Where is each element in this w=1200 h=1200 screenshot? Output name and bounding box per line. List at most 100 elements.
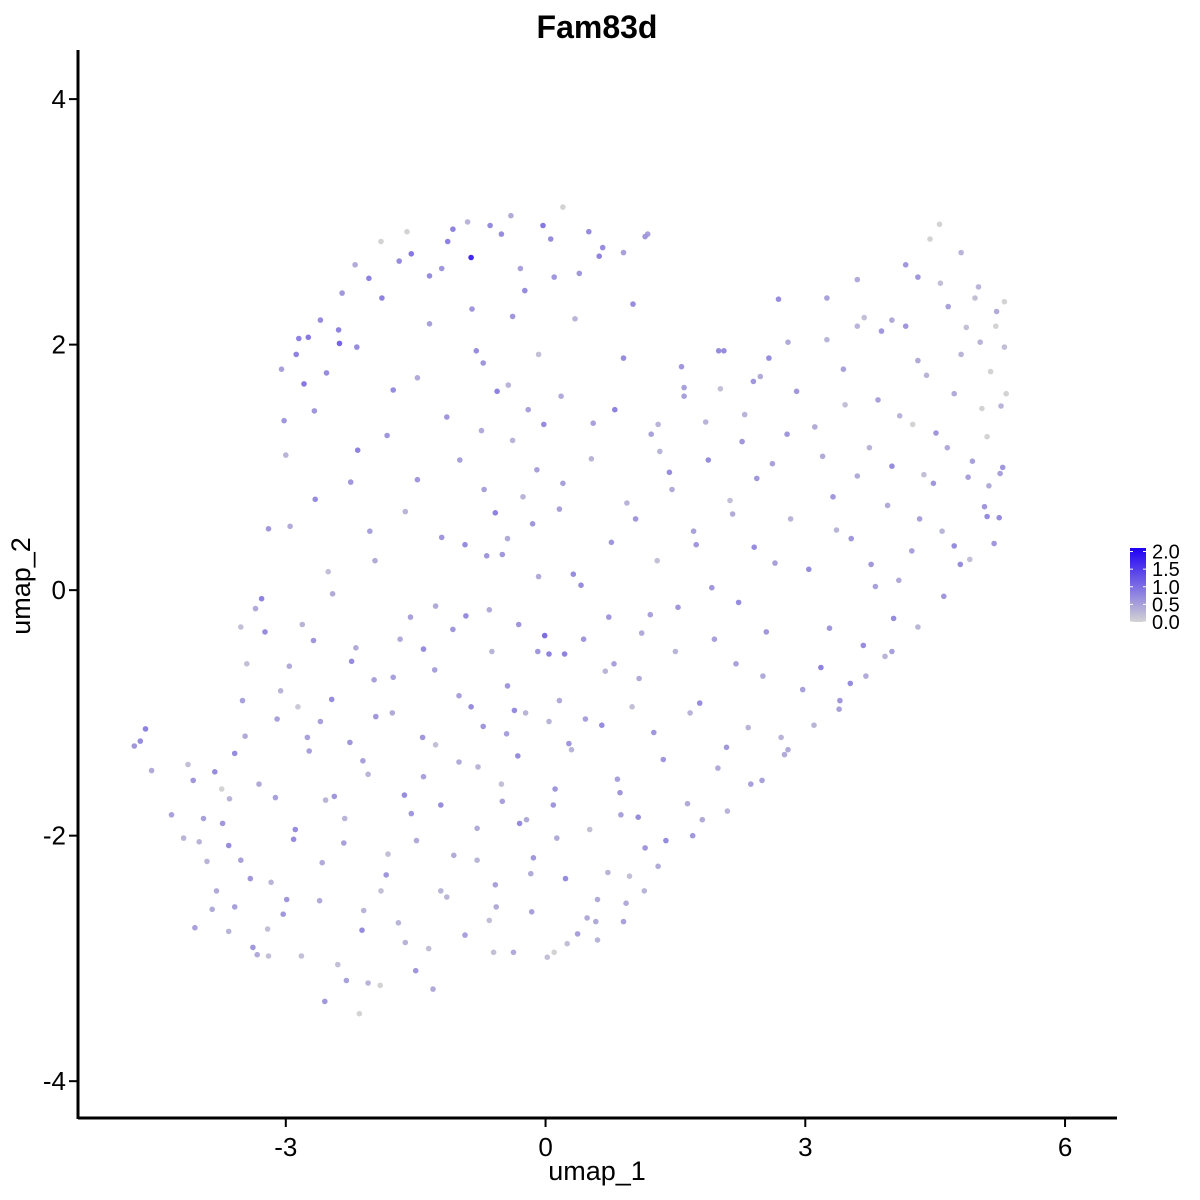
data-point bbox=[663, 837, 669, 844]
data-point bbox=[425, 945, 432, 952]
data-point bbox=[884, 502, 891, 509]
data-point bbox=[414, 476, 421, 483]
data-point bbox=[648, 431, 654, 438]
data-point bbox=[317, 317, 324, 323]
data-point bbox=[1003, 390, 1009, 397]
data-point bbox=[226, 796, 233, 802]
data-point bbox=[951, 390, 957, 397]
data-point bbox=[218, 786, 225, 792]
colorbar-label: 0.5 bbox=[1152, 594, 1180, 616]
data-point bbox=[584, 915, 590, 921]
data-point bbox=[594, 896, 601, 903]
data-point bbox=[438, 802, 444, 808]
data-point bbox=[305, 334, 312, 341]
data-point bbox=[456, 759, 462, 765]
data-point bbox=[480, 360, 487, 366]
data-point bbox=[705, 457, 712, 463]
data-point bbox=[462, 541, 468, 548]
data-point bbox=[444, 894, 450, 900]
data-point bbox=[890, 615, 897, 622]
data-point bbox=[546, 651, 552, 657]
data-point bbox=[690, 528, 697, 534]
data-point bbox=[499, 798, 506, 805]
data-point bbox=[711, 636, 718, 642]
data-point bbox=[515, 621, 522, 628]
data-point bbox=[265, 953, 272, 959]
data-point bbox=[556, 506, 563, 512]
data-point bbox=[561, 651, 568, 657]
data-point bbox=[367, 528, 373, 534]
data-point bbox=[902, 323, 909, 330]
data-point bbox=[212, 769, 218, 775]
data-point bbox=[244, 661, 250, 667]
data-point bbox=[657, 448, 663, 455]
data-point bbox=[298, 953, 305, 959]
data-point bbox=[689, 832, 696, 839]
data-point bbox=[286, 663, 293, 669]
data-point bbox=[793, 388, 800, 395]
data-point bbox=[390, 674, 397, 681]
data-point bbox=[312, 496, 319, 503]
data-point bbox=[709, 584, 715, 591]
data-point bbox=[751, 544, 757, 550]
data-point bbox=[636, 675, 642, 682]
data-point bbox=[534, 467, 540, 473]
data-point bbox=[826, 625, 833, 631]
data-point bbox=[554, 835, 560, 841]
data-point bbox=[996, 514, 1002, 521]
data-point bbox=[432, 742, 439, 748]
data-point bbox=[921, 471, 927, 478]
data-point bbox=[213, 888, 220, 894]
data-point bbox=[833, 527, 840, 533]
data-point bbox=[941, 593, 947, 600]
data-point bbox=[290, 836, 297, 843]
data-point bbox=[287, 523, 293, 530]
x-tick-label: 6 bbox=[1058, 1132, 1072, 1162]
data-point bbox=[614, 776, 621, 782]
y-tick-label: -4 bbox=[43, 1066, 66, 1096]
data-point bbox=[830, 494, 836, 500]
data-point bbox=[593, 918, 599, 925]
data-point bbox=[395, 920, 402, 926]
data-point bbox=[654, 557, 660, 564]
data-point bbox=[504, 535, 511, 542]
data-point bbox=[517, 265, 524, 272]
data-point bbox=[142, 726, 149, 732]
data-point bbox=[836, 706, 842, 712]
data-point bbox=[923, 372, 930, 379]
data-point bbox=[295, 704, 301, 710]
data-point bbox=[547, 236, 554, 242]
data-point bbox=[819, 453, 826, 460]
data-point bbox=[247, 875, 254, 882]
data-point bbox=[933, 430, 939, 436]
data-point bbox=[824, 336, 830, 343]
data-point bbox=[763, 629, 770, 635]
data-point bbox=[530, 855, 537, 861]
data-point bbox=[525, 406, 531, 413]
data-point bbox=[785, 746, 791, 753]
data-point bbox=[842, 402, 848, 408]
data-point bbox=[733, 661, 739, 667]
data-point bbox=[785, 339, 791, 346]
data-point bbox=[666, 469, 673, 476]
x-tick-label: 3 bbox=[798, 1132, 812, 1162]
data-point bbox=[875, 397, 881, 403]
data-point bbox=[642, 233, 648, 240]
data-point bbox=[572, 316, 578, 322]
data-point bbox=[799, 686, 806, 693]
data-point bbox=[861, 314, 867, 321]
data-point bbox=[339, 290, 345, 296]
data-point bbox=[878, 328, 885, 334]
data-point bbox=[360, 758, 366, 764]
data-point bbox=[528, 870, 534, 877]
data-point bbox=[551, 949, 557, 956]
scatter-points bbox=[131, 204, 1009, 1017]
data-point bbox=[967, 556, 973, 563]
data-point bbox=[750, 378, 757, 385]
data-point bbox=[396, 258, 403, 264]
x-axis-label: umap_1 bbox=[548, 1156, 646, 1186]
colorbar-ticks: 0.00.51.01.52.0 bbox=[1130, 542, 1180, 634]
data-point bbox=[741, 411, 748, 418]
data-point bbox=[262, 629, 268, 635]
